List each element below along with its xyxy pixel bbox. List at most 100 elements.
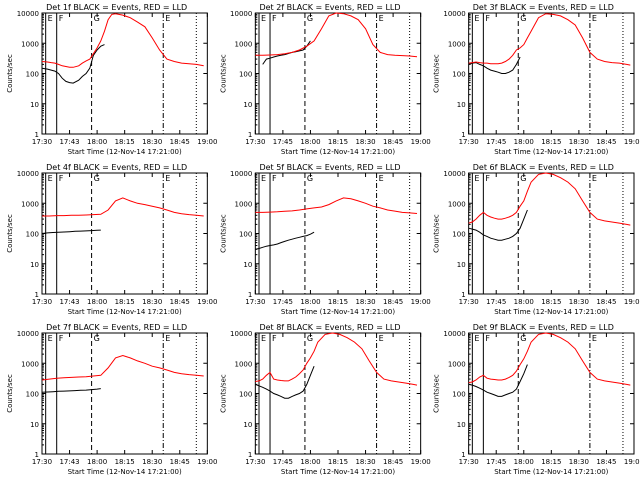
x-tick-label: 17:45 (486, 458, 506, 466)
y-tick-label: 1 (35, 291, 39, 299)
marker-label: E (379, 14, 384, 23)
x-tick-label: 19:00 (197, 458, 217, 466)
marker-label: G (520, 14, 526, 23)
x-tick-label: 18:45 (383, 458, 403, 466)
marker-label: E (165, 174, 170, 183)
y-tick-label: 10000 (17, 170, 39, 178)
y-tick-label: 10000 (230, 330, 252, 338)
y-tick-label: 10 (457, 421, 466, 429)
subplot-title: Det 3f BLACK = Events, RED = LLD (473, 3, 614, 12)
subplot-title: Det 7f BLACK = Events, RED = LLD (46, 323, 187, 332)
marker-label: G (94, 14, 100, 23)
y-tick-label: 10000 (443, 10, 465, 18)
marker-label: E (165, 14, 170, 23)
marker-label: E (592, 174, 597, 183)
marker-label: G (307, 334, 313, 343)
subplot-title: Det 6f BLACK = Events, RED = LLD (473, 163, 614, 172)
series-events (255, 231, 315, 250)
marker-label: G (94, 174, 100, 183)
marker-label: E (379, 174, 384, 183)
x-tick-label: 17:43 (59, 298, 79, 306)
plot-frame (41, 172, 208, 295)
y-tick-label: 10 (457, 261, 466, 269)
y-tick-label: 10 (457, 101, 466, 109)
y-tick-label: 1000 (235, 40, 253, 48)
y-tick-label: 1 (35, 451, 39, 459)
x-tick-label: 18:45 (596, 138, 616, 146)
x-tick-label: 18:15 (541, 298, 561, 306)
x-axis-label: Start Time (12-Nov-14 17:21:00) (494, 468, 608, 476)
series-events (468, 364, 528, 397)
x-tick-label: 18:30 (355, 298, 375, 306)
x-tick-label: 18:15 (115, 458, 135, 466)
x-tick-label: 19:00 (624, 458, 640, 466)
x-tick-label: 18:30 (569, 298, 589, 306)
marker-label: F (59, 174, 64, 183)
plot-frame (468, 12, 635, 135)
y-tick-label: 1000 (235, 360, 253, 368)
x-tick-label: 18:45 (170, 458, 190, 466)
x-tick-label: 17:45 (486, 138, 506, 146)
series-lld (255, 332, 418, 386)
marker-label: F (485, 174, 490, 183)
x-tick-label: 18:15 (541, 458, 561, 466)
x-tick-label: 18:45 (596, 298, 616, 306)
y-tick-label: 1000 (448, 40, 466, 48)
subplot-det-7: Det 7f BLACK = Events, RED = LLD 1 10 100 10… (6, 323, 217, 476)
plot-frame (41, 12, 208, 135)
subplot-det-6: Det 6f BLACK = Events, RED = LLD 1 10 100 10… (433, 163, 640, 316)
marker-label: E (261, 14, 266, 23)
marker-label: G (520, 334, 526, 343)
series-lld (468, 13, 631, 66)
x-tick-label: 18:15 (328, 298, 348, 306)
x-tick-label: 19:00 (411, 138, 431, 146)
x-tick-label: 18:00 (87, 298, 107, 306)
subplot-det-8: Det 8f BLACK = Events, RED = LLD 1 10 100 10… (219, 323, 430, 476)
y-tick-label: 100 (239, 391, 252, 399)
y-tick-label: 10000 (230, 170, 252, 178)
y-tick-label: 100 (239, 231, 252, 239)
series-events (41, 229, 101, 234)
y-axis-label: Counts/sec (433, 374, 441, 413)
marker-label: E (48, 174, 53, 183)
x-tick-label: 18:30 (142, 458, 162, 466)
series-events (468, 56, 521, 74)
subplot-title: Det 2f BLACK = Events, RED = LLD (259, 3, 400, 12)
x-axis-label: Start Time (12-Nov-14 17:21:00) (281, 148, 395, 156)
x-tick-label: 19:00 (411, 298, 431, 306)
x-tick-label: 17:43 (59, 138, 79, 146)
y-tick-label: 1 (248, 131, 252, 139)
series-lld (255, 12, 418, 58)
subplot-title: Det 4f BLACK = Events, RED = LLD (46, 163, 187, 172)
x-axis-label: Start Time (12-Nov-14 17:21:00) (68, 468, 182, 476)
series-lld (41, 354, 204, 381)
y-tick-label: 10000 (443, 170, 465, 178)
series-lld (41, 13, 204, 68)
plot-frame (468, 172, 635, 295)
subplot-det-9: Det 9f BLACK = Events, RED = LLD 1 10 100 10… (433, 323, 640, 476)
y-tick-label: 100 (26, 231, 39, 239)
y-tick-label: 10 (243, 101, 252, 109)
x-tick-label: 17:43 (59, 458, 79, 466)
subplot-det-1: Det 1f BLACK = Events, RED = LLD 1 10 100 10… (6, 3, 217, 156)
x-tick-label: 18:15 (328, 138, 348, 146)
series-lld (468, 172, 631, 226)
marker-label: F (272, 174, 277, 183)
marker-label: E (261, 334, 266, 343)
marker-label: E (165, 334, 170, 343)
marker-label: G (520, 174, 526, 183)
series-lld (468, 332, 631, 386)
y-tick-label: 10 (30, 261, 39, 269)
y-tick-label: 100 (26, 391, 39, 399)
x-tick-label: 19:00 (197, 138, 217, 146)
x-tick-label: 17:30 (32, 138, 52, 146)
y-axis-label: Counts/sec (6, 374, 14, 413)
y-tick-label: 1 (461, 451, 465, 459)
y-axis-label: Counts/sec (6, 54, 14, 93)
x-tick-label: 18:45 (170, 298, 190, 306)
x-tick-label: 17:45 (273, 458, 293, 466)
y-tick-label: 100 (239, 71, 252, 79)
x-tick-label: 18:45 (383, 298, 403, 306)
x-tick-label: 19:00 (624, 138, 640, 146)
subplot-det-5: Det 5f BLACK = Events, RED = LLD 1 10 100 10… (219, 163, 430, 316)
